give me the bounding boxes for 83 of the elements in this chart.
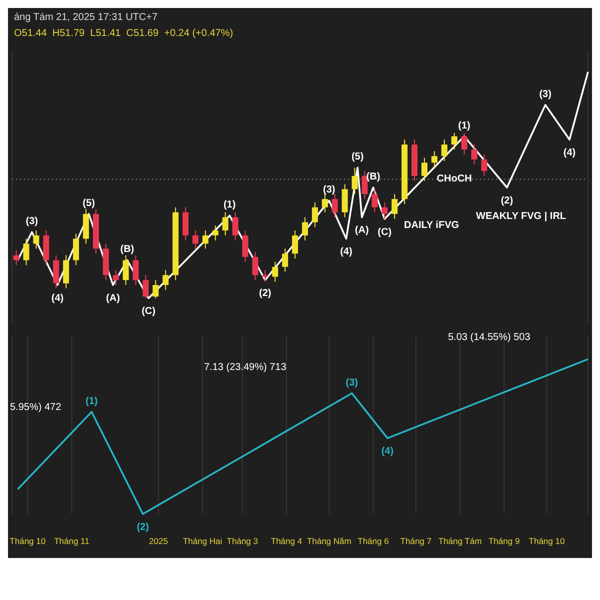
x-tick-label: Tháng Tám <box>438 536 482 546</box>
annotation: 5.95%) 472 <box>10 402 62 414</box>
x-tick-label: Tháng 10 <box>528 536 565 546</box>
annotation: (1) <box>223 200 236 211</box>
candlestick <box>461 132 468 155</box>
candlestick <box>342 184 348 218</box>
candlestick <box>212 225 218 241</box>
annotation: (B) <box>366 172 380 182</box>
annotation: (2) <box>259 288 272 300</box>
text: áng Tám 21, 2025 17:31 UTC+7 <box>14 12 158 24</box>
x-tick-label: Tháng 11 <box>54 536 90 546</box>
candlestick <box>112 270 119 286</box>
candlestick <box>182 206 189 241</box>
annotation: (4) <box>340 246 352 258</box>
x-tick-label: 2025 <box>149 536 168 546</box>
annotation: CHoCH <box>436 174 472 185</box>
candlestick <box>122 254 129 286</box>
candlestick <box>441 139 448 162</box>
x-tick-label: Tháng Hai <box>182 536 222 546</box>
candlestick <box>421 157 428 182</box>
annotation: (4) <box>381 446 394 458</box>
x-tick-label: Tháng 3 <box>226 536 258 546</box>
candlestick <box>362 170 368 200</box>
x-tick-label: Tháng 4 <box>270 536 302 546</box>
candlestick <box>222 212 228 236</box>
candlestick <box>312 202 318 228</box>
candlestick <box>192 230 198 250</box>
candlestick <box>252 251 258 281</box>
text: 5.03 (14.55%) 503 <box>448 332 530 344</box>
candlestick <box>471 144 478 165</box>
x-tick-label: Tháng 7 <box>400 536 432 546</box>
text: O51.44 H51.79 L51.41 C51.69 +0.24 (+0.47%) <box>14 28 234 40</box>
candlestick <box>33 230 40 250</box>
annotation: (B) <box>120 244 134 256</box>
annotation: (A) <box>354 225 369 236</box>
annotation: (4) <box>563 148 576 159</box>
candlestick <box>202 230 208 250</box>
candlestick <box>481 154 488 176</box>
candlestick <box>332 194 338 218</box>
candlestick <box>142 274 149 299</box>
annotation: WEAKLY FVG | IRL <box>476 211 566 223</box>
candlestick <box>63 254 70 289</box>
annotation: (5) <box>82 198 95 209</box>
candlestick <box>162 270 169 290</box>
candlestick <box>431 150 438 168</box>
candlestick <box>262 270 268 282</box>
x-tick-label: Tháng 10 <box>10 536 46 546</box>
candlestick <box>53 254 60 289</box>
candlestick <box>73 233 79 266</box>
annotation: (5) <box>351 152 364 163</box>
annotation: (C) <box>142 306 156 318</box>
annotation: (2) <box>500 196 514 206</box>
candlestick <box>292 230 298 260</box>
candlestick <box>352 167 358 195</box>
candlestick <box>13 250 20 266</box>
candlestick <box>132 254 139 286</box>
candlestick <box>23 238 30 266</box>
candlestick <box>242 230 248 262</box>
candlestick <box>322 194 328 213</box>
candlestick <box>392 194 398 220</box>
candlestick <box>232 212 238 241</box>
candlestick <box>152 280 159 299</box>
annotation: 7.13 (23.49%) 713 <box>204 362 286 374</box>
annotation: (3) <box>346 377 358 388</box>
x-tick-label: Tháng 6 <box>358 536 390 546</box>
annotation: (1) <box>458 120 470 132</box>
annotation: (2) <box>136 522 149 533</box>
candlestick <box>382 202 388 220</box>
x-tick-label: Tháng Năm <box>306 536 352 546</box>
annotation: (A) <box>106 292 120 304</box>
candlestick <box>282 248 288 272</box>
annotation: (3) <box>323 184 336 196</box>
x-tick-label: Tháng 9 <box>488 536 520 546</box>
annotation: (3) <box>539 88 552 100</box>
annotation: (C) <box>378 226 392 238</box>
candlestick <box>302 216 308 241</box>
candlestick <box>272 261 278 282</box>
annotation: (3) <box>26 216 38 228</box>
annotation: (4) <box>51 292 64 304</box>
annotation: (1) <box>86 396 98 407</box>
candlestick <box>372 188 378 213</box>
candlestick <box>451 132 458 150</box>
annotation: DAILY iFVG <box>404 220 460 232</box>
